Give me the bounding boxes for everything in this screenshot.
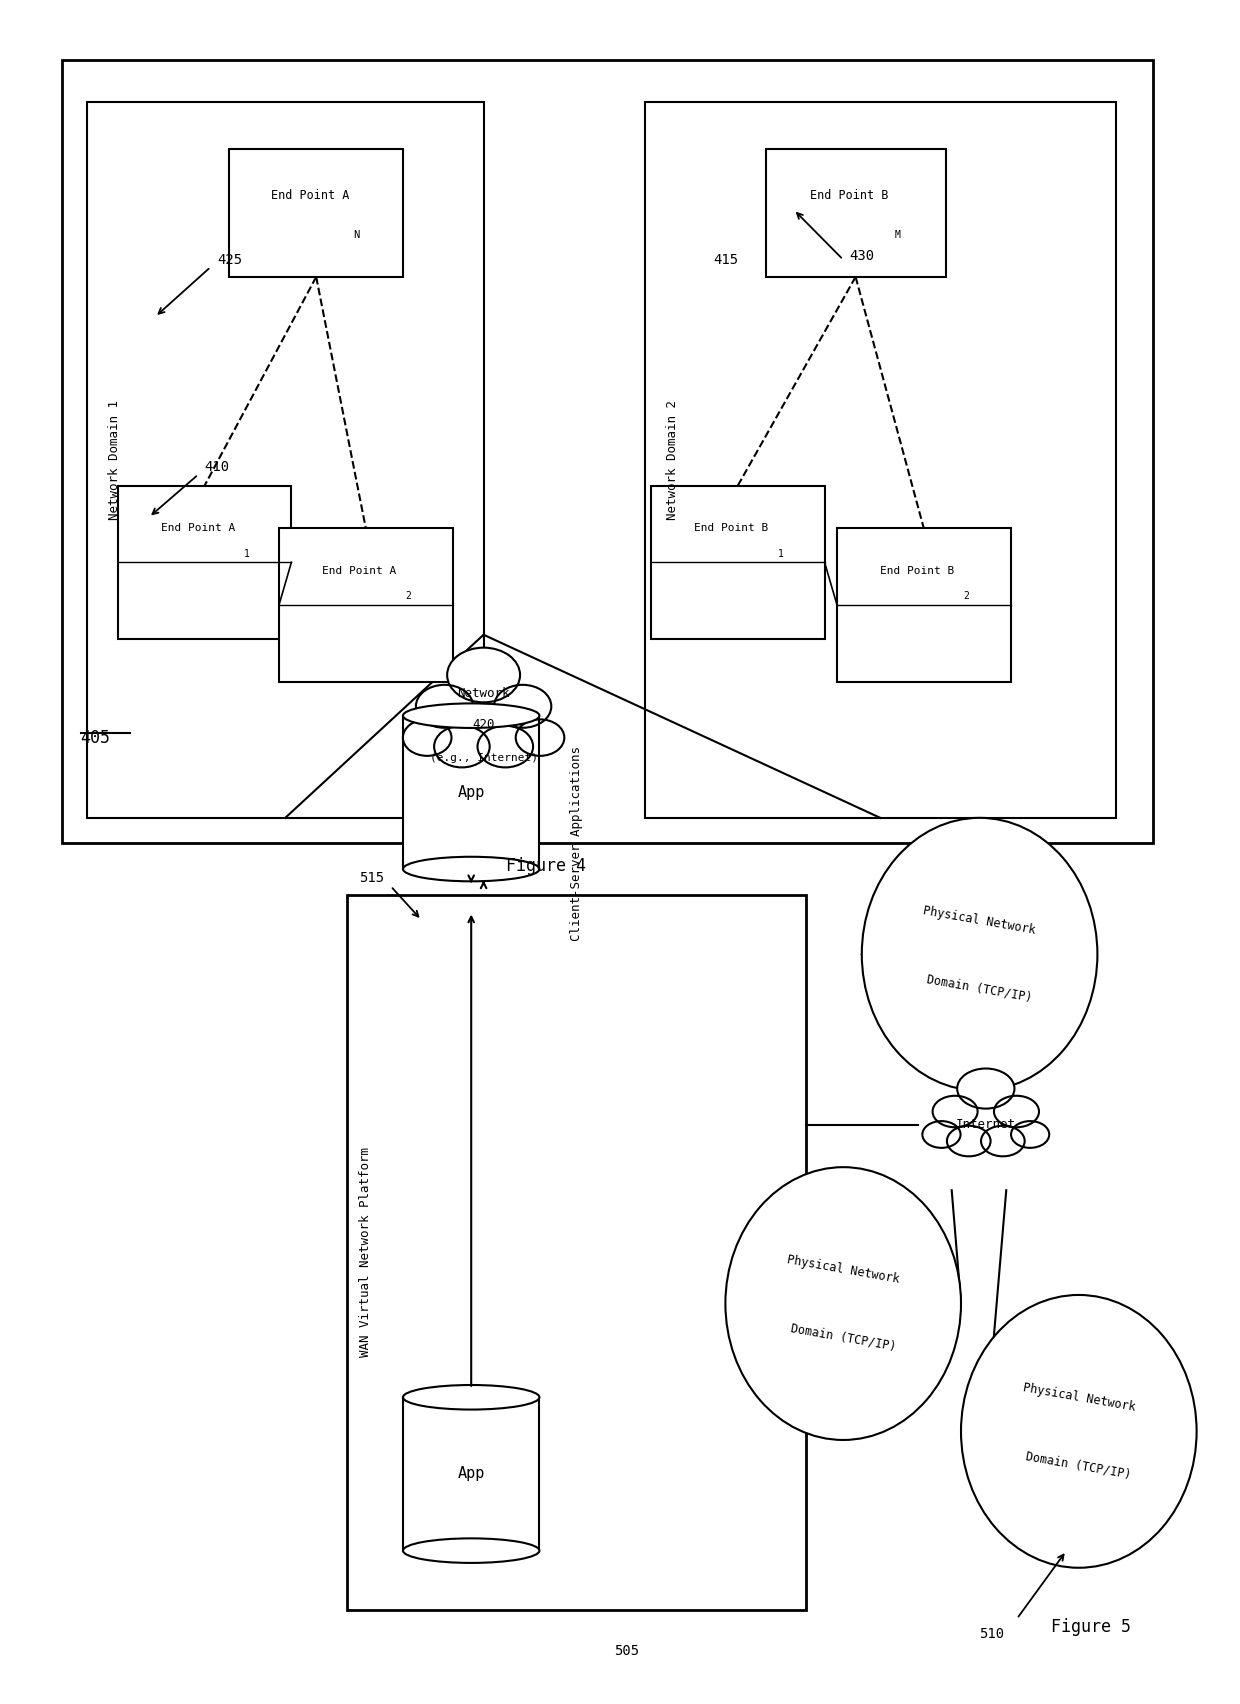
Bar <box>837 528 1011 682</box>
Text: 1: 1 <box>244 549 250 559</box>
Text: App: App <box>458 786 485 799</box>
Text: 425: 425 <box>217 252 242 268</box>
Text: 1: 1 <box>777 549 784 559</box>
Text: Network Domain 1: Network Domain 1 <box>108 400 120 520</box>
Text: Internet: Internet <box>956 1118 1016 1131</box>
Bar <box>62 60 1153 843</box>
Ellipse shape <box>932 1096 977 1128</box>
Bar <box>403 1397 539 1551</box>
Ellipse shape <box>961 1295 1197 1568</box>
Text: Physical Network: Physical Network <box>1022 1380 1136 1414</box>
Ellipse shape <box>403 1539 539 1563</box>
Text: Domain (TCP/IP): Domain (TCP/IP) <box>790 1322 897 1353</box>
Text: Domain (TCP/IP): Domain (TCP/IP) <box>1025 1450 1132 1481</box>
Ellipse shape <box>981 1126 1024 1157</box>
Ellipse shape <box>1011 1121 1049 1148</box>
Text: End Point B: End Point B <box>694 523 769 533</box>
Text: 405: 405 <box>81 729 110 748</box>
Text: 515: 515 <box>360 871 384 884</box>
Text: Domain (TCP/IP): Domain (TCP/IP) <box>926 973 1033 1004</box>
Text: Figure 4: Figure 4 <box>506 857 585 876</box>
Text: 2: 2 <box>963 591 970 602</box>
Ellipse shape <box>415 685 474 728</box>
Text: 430: 430 <box>849 249 874 262</box>
Text: M: M <box>895 230 900 240</box>
Ellipse shape <box>725 1167 961 1440</box>
Ellipse shape <box>477 726 533 767</box>
Text: End Point A: End Point A <box>322 566 397 576</box>
Text: Network: Network <box>458 687 510 700</box>
Text: 410: 410 <box>205 460 229 474</box>
Text: 505: 505 <box>614 1644 639 1658</box>
Bar <box>403 716 539 869</box>
Ellipse shape <box>403 704 539 728</box>
Text: 2: 2 <box>405 591 412 602</box>
Text: 415: 415 <box>713 252 738 268</box>
Bar <box>645 102 1116 818</box>
Ellipse shape <box>994 1096 1039 1128</box>
Ellipse shape <box>403 719 451 757</box>
Text: Physical Network: Physical Network <box>923 903 1037 937</box>
Ellipse shape <box>923 1121 961 1148</box>
Bar <box>87 102 484 818</box>
Text: N: N <box>352 230 360 240</box>
Text: Network Domain 2: Network Domain 2 <box>666 400 678 520</box>
Text: 420: 420 <box>472 717 495 731</box>
Ellipse shape <box>448 648 520 702</box>
Ellipse shape <box>957 1068 1014 1109</box>
Bar <box>229 148 403 276</box>
Ellipse shape <box>862 818 1097 1091</box>
Bar <box>118 486 291 639</box>
Bar <box>651 486 825 639</box>
Text: 510: 510 <box>980 1627 1004 1641</box>
Text: End Point B: End Point B <box>810 189 889 203</box>
Bar <box>347 895 806 1610</box>
Ellipse shape <box>403 1385 539 1409</box>
Text: Physical Network: Physical Network <box>786 1252 900 1287</box>
Text: (e.g., Internet): (e.g., Internet) <box>429 753 538 763</box>
Text: End Point A: End Point A <box>161 523 236 533</box>
Text: App: App <box>458 1467 485 1481</box>
Text: WAN Virtual Network Platform: WAN Virtual Network Platform <box>360 1147 372 1358</box>
Bar <box>765 148 945 276</box>
Ellipse shape <box>947 1126 991 1157</box>
Ellipse shape <box>516 719 564 757</box>
Ellipse shape <box>494 685 552 728</box>
Ellipse shape <box>434 726 490 767</box>
Text: Client-Server Applications: Client-Server Applications <box>570 746 583 941</box>
Ellipse shape <box>403 857 539 881</box>
Text: Figure 5: Figure 5 <box>1052 1617 1131 1636</box>
Text: End Point B: End Point B <box>880 566 955 576</box>
Bar <box>279 528 453 682</box>
Text: End Point A: End Point A <box>270 189 350 203</box>
